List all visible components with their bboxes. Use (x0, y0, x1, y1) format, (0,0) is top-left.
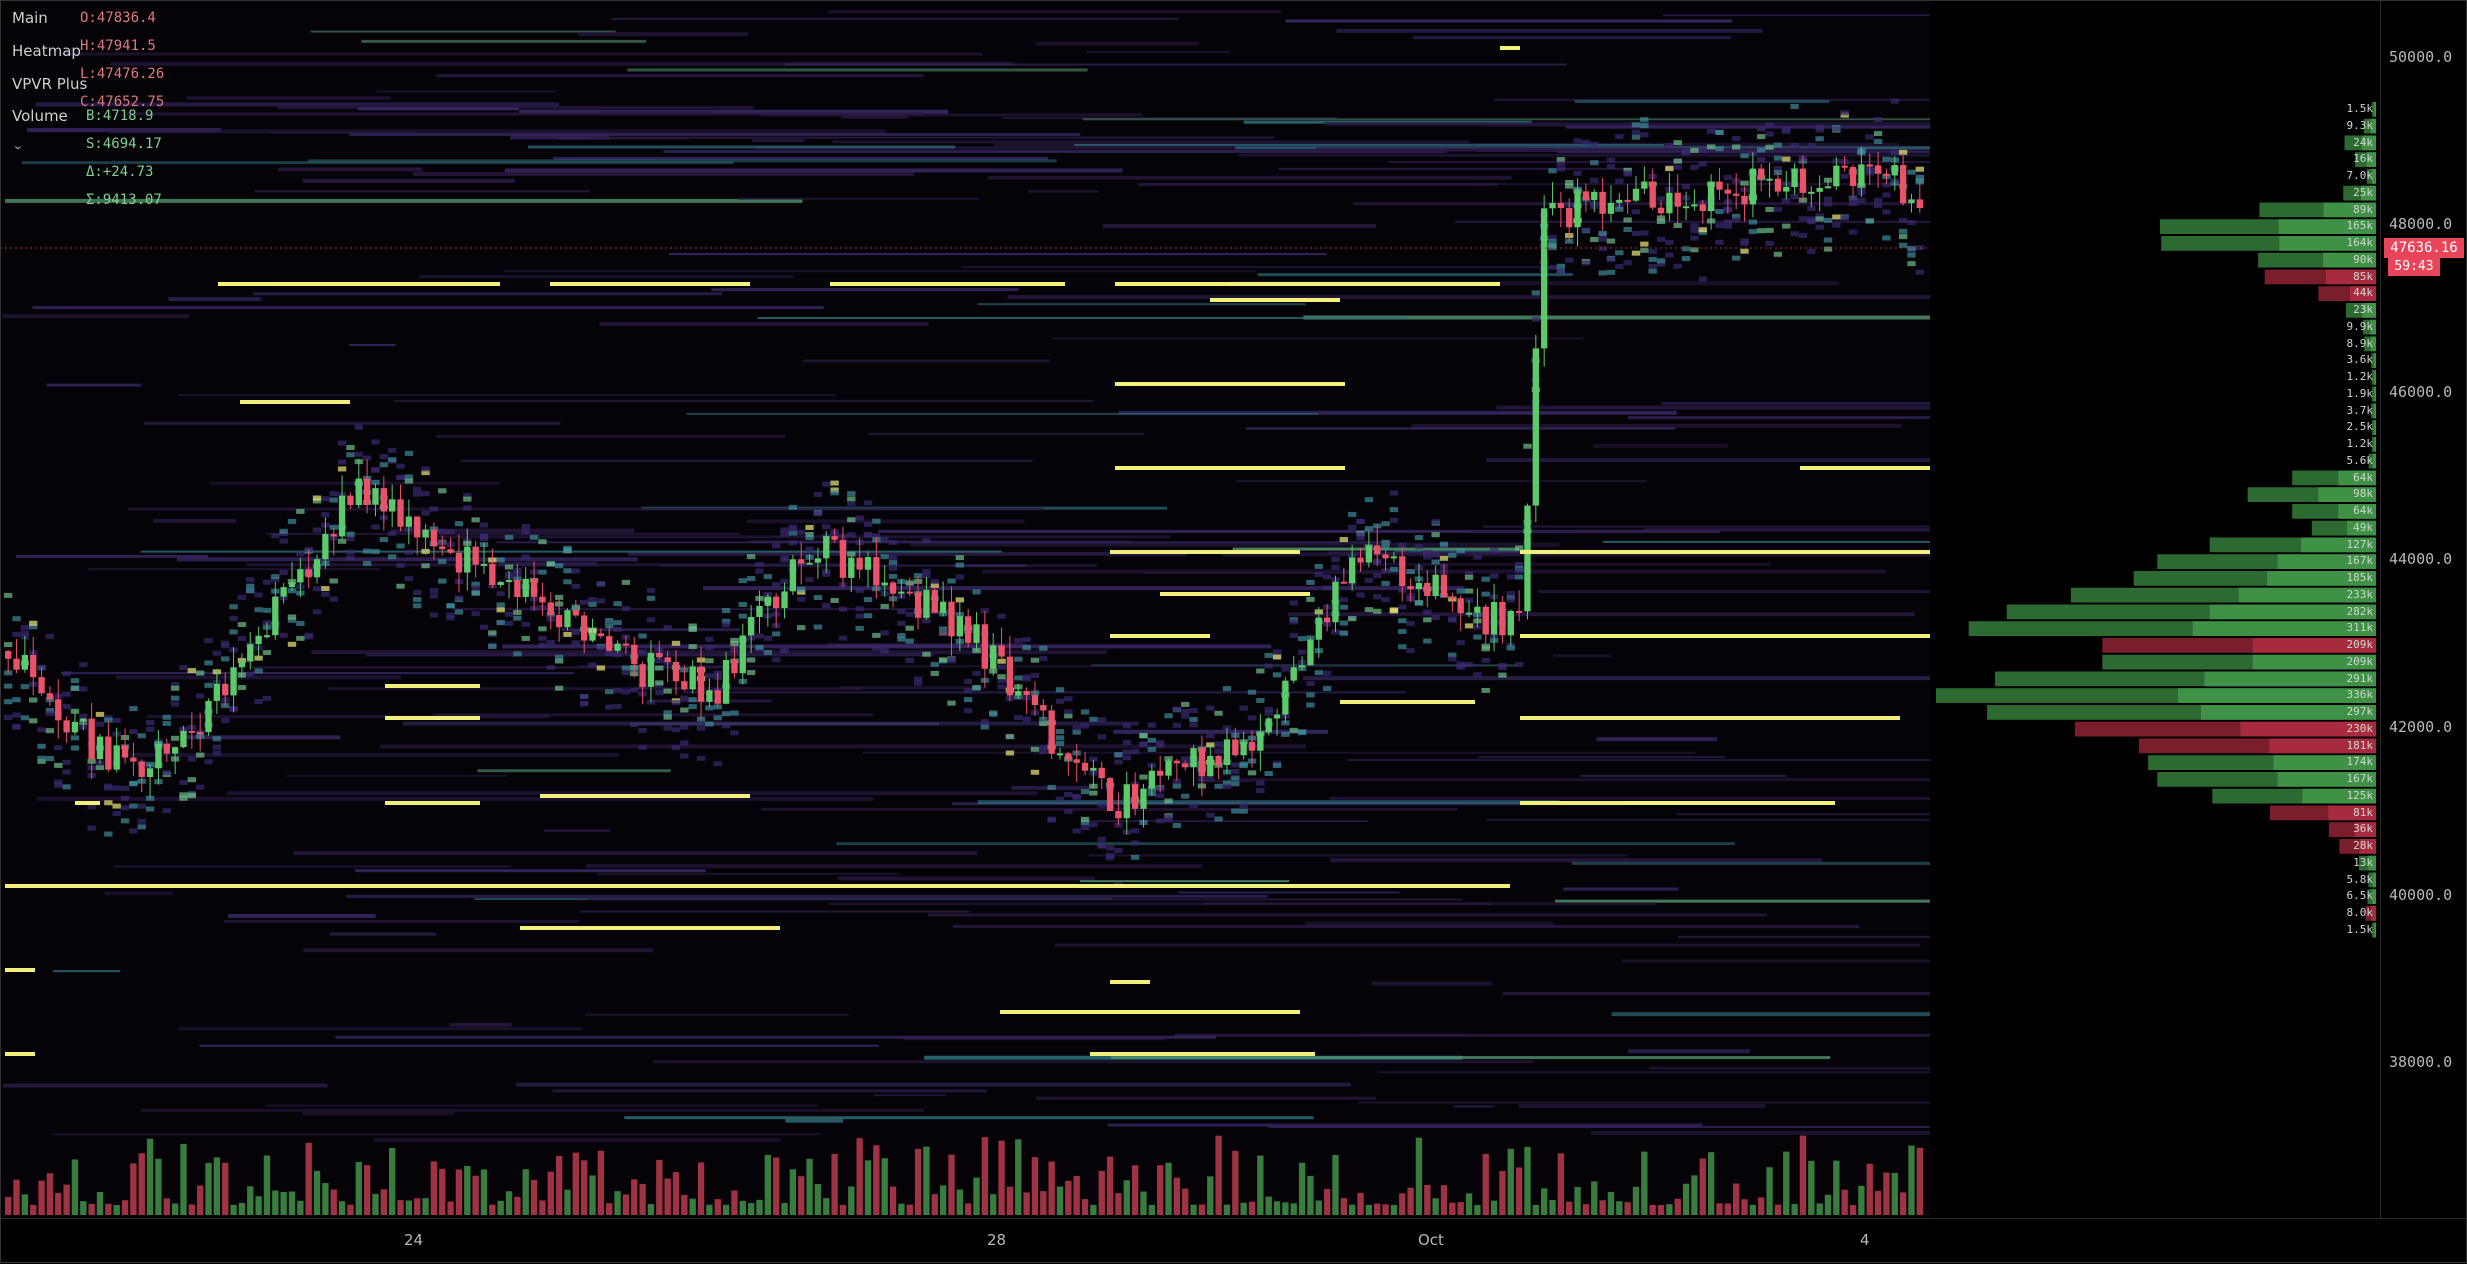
vpvr-value-label: 98k (2353, 487, 2373, 501)
vpvr-value-label: 28k (2353, 839, 2373, 852)
vpvr-value-label: 64k (2353, 504, 2373, 517)
vpvr-bar (2372, 922, 2376, 938)
price-heatmap-canvas[interactable] (0, 0, 1930, 1218)
legend-vpvr[interactable]: VPVR Plus (12, 70, 87, 98)
vpvr-value-label: 3.6k (2346, 353, 2374, 367)
vpvr-value-label: 89k (2353, 202, 2373, 216)
vpvr-value-label: 44k (2353, 286, 2373, 300)
volume-profile-bars (1936, 102, 2376, 938)
collapse-legend-icon[interactable]: ‹ (10, 144, 26, 151)
liquidity-bands (2, 10, 1930, 1143)
vpvr-value-label: 36k (2353, 822, 2373, 836)
vpvr-value-label: 16k (2353, 152, 2373, 166)
vpvr-value-label: 185k (2346, 571, 2374, 584)
vpvr-value-label: 6.5k (2346, 889, 2374, 903)
time-axis-label: 4 (1860, 1231, 1870, 1249)
vpvr-value-label: 165k (2346, 219, 2374, 233)
vpvr-bar (2372, 386, 2376, 402)
vpvr-bar (2367, 889, 2376, 904)
vpvr-value-label: 1.5k (2346, 102, 2374, 115)
vpvr-bar (2371, 353, 2376, 368)
legend-heatmap-label: Heatmap (12, 42, 81, 60)
vpvr-bar (2372, 102, 2376, 117)
volume-profile-panel: 1.5k 9.3k 24k 16k 7.0k 25k 89k 165k 164k 90k 85k 44… (1930, 0, 2380, 1218)
vpvr-value-label: 291k (2346, 671, 2374, 685)
current-price-tag: 47636.16 (2384, 238, 2464, 258)
legend-heatmap[interactable]: Heatmap (12, 37, 81, 65)
vpvr-value-label: 9.3k (2346, 118, 2374, 132)
vpvr-value-label: 7.0k (2346, 169, 2374, 182)
volume-readout: B:4718.9 S:4694.17 Δ:+24.73 Σ:9413.07 (86, 108, 162, 208)
time-axis-label: Oct (1418, 1231, 1444, 1249)
vpvr-bar (2365, 906, 2376, 921)
ohlc-readout: O:47836.4 H:47941.5 L:47476.26 C:47652.7… (80, 10, 165, 110)
legend-volume-label: Volume (12, 107, 68, 125)
time-axis-label: 28 (987, 1231, 1007, 1249)
vpvr-value-label: 9.9k (2346, 319, 2374, 333)
vpvr-bar (2371, 403, 2376, 419)
vpvr-value-label: 233k (2346, 587, 2374, 601)
vpvr-value-label: 23k (2353, 303, 2373, 316)
vpvr-value-label: 25k (2353, 185, 2373, 199)
vpvr-value-label: 167k (2346, 554, 2374, 568)
price-axis-label: 46000.0 (2389, 383, 2453, 401)
legend-main[interactable]: Main O:47836.4 H:47941.5 L:47476.26 C:47… (12, 4, 164, 110)
price-axis-label: 38000.0 (2389, 1053, 2453, 1071)
vpvr-value-label: 5.8k (2346, 872, 2374, 886)
price-axis-label: 44000.0 (2389, 550, 2453, 568)
vpvr-bar (2364, 336, 2376, 352)
price-axis[interactable]: 50000.0 48000.0 46000.0 44000.0 42000.0 40000… (2380, 0, 2467, 1218)
vpvr-value-label: 64k (2353, 470, 2373, 484)
price-candles (5, 146, 1923, 835)
vpvr-value-label: 1.2k (2346, 437, 2374, 450)
vpvr-value-label: 24k (2353, 135, 2373, 149)
vpvr-value-label: 336k (2346, 688, 2374, 702)
vpvr-value-label: 2.5k (2346, 420, 2374, 434)
vpvr-bar (2372, 420, 2376, 435)
vpvr-value-label: 181k (2346, 738, 2374, 752)
vpvr-value-label: 49k (2353, 520, 2373, 534)
large-orders (5, 46, 1930, 1056)
vpvr-value-label: 8.9k (2346, 336, 2374, 350)
vpvr-bar (2368, 872, 2376, 888)
vpvr-value-label: 81k (2353, 805, 2373, 819)
vpvr-value-label: 282k (2346, 604, 2374, 618)
vpvr-value-label: 230k (2346, 721, 2374, 735)
vpvr-value-label: 8.0k (2346, 906, 2374, 919)
vpvr-value-label: 13k (2353, 855, 2373, 869)
vpvr-bar (2366, 169, 2376, 184)
vpvr-value-label: 297k (2346, 705, 2374, 718)
vpvr-value-label: 3.7k (2346, 403, 2374, 417)
vpvr-value-label: 1.2k (2346, 370, 2374, 383)
vpvr-value-label: 209k (2346, 638, 2374, 651)
legend-main-label: Main (12, 9, 48, 27)
vpvr-value-label: 167k (2346, 772, 2374, 785)
legend-vpvr-label: VPVR Plus (12, 75, 88, 93)
price-axis-label: 50000.0 (2389, 48, 2453, 66)
vpvr-value-label: 125k (2346, 788, 2374, 802)
vpvr-value-label: 164k (2346, 236, 2374, 249)
vpvr-value-label: 311k (2346, 621, 2374, 635)
price-axis-label: 42000.0 (2389, 718, 2453, 736)
candle-countdown-tag: 59:43 (2388, 258, 2440, 276)
vpvr-bar (2372, 437, 2376, 452)
price-axis-label: 48000.0 (2389, 215, 2453, 233)
vpvr-value-label: 209k (2346, 654, 2374, 668)
vpvr-value-label: 5.6k (2346, 453, 2374, 467)
vpvr-value-label: 127k (2346, 537, 2374, 551)
time-axis[interactable]: 24 28 Oct 4 (0, 1218, 2467, 1264)
volume-bars (5, 1135, 1923, 1215)
time-axis-label: 24 (404, 1231, 424, 1249)
heatmap-chart-area[interactable] (0, 0, 1930, 1218)
price-axis-label: 40000.0 (2389, 886, 2453, 904)
vpvr-value-label: 85k (2353, 269, 2373, 283)
vpvr-bar (2372, 370, 2376, 385)
vpvr-value-label: 90k (2353, 252, 2373, 266)
heatmap-clusters (4, 98, 1924, 887)
vpvr-value-label: 1.5k (2346, 922, 2374, 936)
legend-volume[interactable]: Volume B:4718.9 S:4694.17 Δ:+24.73 Σ:941… (12, 102, 162, 208)
vpvr-value-label: 174k (2346, 755, 2374, 769)
vpvr-value-label: 1.9k (2346, 386, 2374, 400)
vpvr-bar (2368, 453, 2376, 469)
